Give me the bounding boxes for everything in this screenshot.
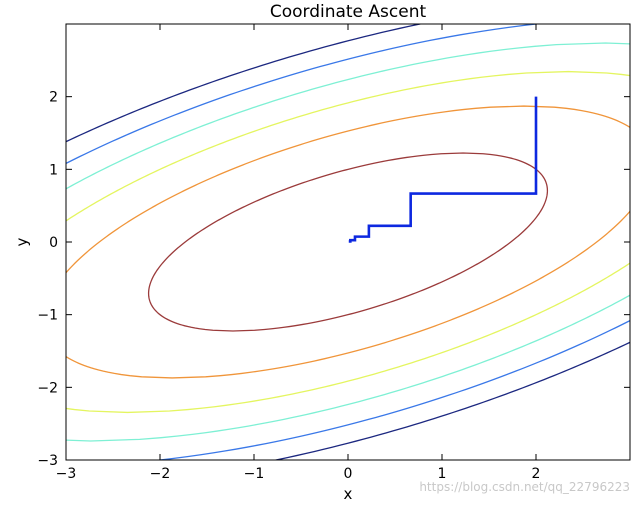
ascent-path-1	[348, 96, 538, 243]
contour-line-2	[66, 105, 630, 379]
y-tick-label: −1	[37, 308, 58, 324]
y-tick-label: 1	[49, 162, 58, 178]
y-axis-label: y	[13, 237, 31, 246]
chart-title: Coordinate Ascent	[270, 2, 427, 22]
x-tick-label: −2	[150, 466, 171, 482]
x-tick-label: 2	[532, 466, 541, 482]
ascent-path-layer	[348, 96, 538, 243]
x-axis: −3 −2 −1 0 1 2	[56, 24, 541, 482]
y-tick-label: 2	[49, 90, 58, 106]
x-tick-label: −3	[56, 466, 77, 482]
y-tick-label: −2	[37, 380, 58, 396]
x-tick-label: 0	[344, 466, 353, 482]
contour-line-5	[66, 24, 630, 460]
x-axis-label: x	[344, 485, 353, 503]
watermark-text: https://blog.csdn.net/qq_22796223	[419, 480, 630, 494]
contour-line-3	[66, 70, 630, 414]
x-tick-label: −1	[244, 466, 265, 482]
contour-lines	[66, 24, 630, 460]
plot-frame	[65, 23, 631, 461]
x-tick-label: 1	[438, 466, 447, 482]
y-tick-label: −3	[37, 453, 58, 469]
contour-line-4	[66, 42, 630, 442]
y-tick-label: 0	[49, 235, 58, 251]
y-axis: −3 −2 −1 0 1 2	[37, 90, 630, 469]
contour-line-1	[147, 152, 549, 332]
